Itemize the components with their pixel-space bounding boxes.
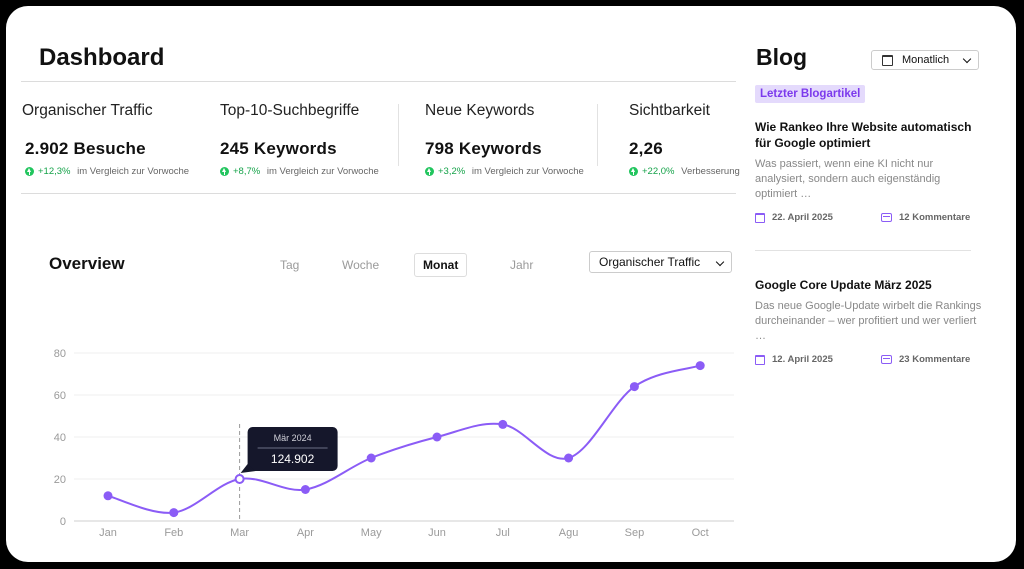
arrow-up-icon [425,167,434,176]
y-tick-label: 0 [60,516,66,528]
post-divider [755,250,971,251]
data-point [103,491,113,501]
x-tick-label: Sep [625,527,645,539]
dashboard-window: Dashboard Organischer Traffic 2.902 Besu… [6,6,1016,562]
arrow-up-icon [220,167,229,176]
post-title[interactable]: Google Core Update März 2025 [755,278,932,292]
data-point [169,508,179,518]
arrow-up-icon [25,167,34,176]
data-point [300,485,310,494]
tab-monat[interactable]: Monat [414,253,468,277]
comment-icon [881,355,892,364]
post-date: 12. April 2025 [755,354,833,365]
kpi-delta: +22,0% Verbesserung [629,166,740,177]
data-point [695,361,705,371]
kpi-value: 245 Keywords [220,139,337,158]
tooltip-pointer [240,464,256,473]
kpi-new-keywords: Neue Keywords 798 Keywords +3,2% im Verg… [425,102,584,177]
data-point [366,453,376,463]
kpi-delta-value: +8,7% [233,166,261,177]
kpi-delta: +8,7% im Vergleich zur Vorwoche [220,166,379,177]
calendar-icon [755,354,765,365]
arrow-up-icon [629,167,638,176]
metric-select-value: Organischer Traffic [599,255,701,269]
kpi-organic-traffic: Organischer Traffic 2.902 Besuche +12,3%… [22,102,189,177]
data-point [498,419,508,429]
tab-woche[interactable]: Woche [342,258,380,272]
tab-tag[interactable]: Tag [280,258,300,272]
kpi-delta-note: Verbesserung [681,166,740,177]
x-tick-label: Jun [428,527,446,539]
chevron-down-icon [962,54,972,64]
latest-post-badge: Letzter Blogartikel [755,85,866,103]
x-tick-label: Jul [496,527,510,539]
post-comments[interactable]: 12 Kommentare [881,212,970,223]
kpi-delta-value: +22,0% [642,166,675,177]
post-excerpt: Das neue Google-Update wirbelt die Ranki… [755,300,982,342]
tooltip-value: 124.902 [271,452,315,466]
kpi-label: Neue Keywords [425,102,535,119]
x-tick-label: Feb [164,527,183,539]
metric-select[interactable]: Organischer Traffic [589,251,732,273]
x-tick-label: Mar [230,527,249,539]
y-tick-label: 80 [54,348,66,360]
post-date-text: 22. April 2025 [772,212,833,223]
overview-title: Overview [49,254,125,273]
post-title[interactable]: Wie Rankeo Ihre Website automatisch für … [755,120,972,150]
x-tick-label: Jan [99,527,117,539]
calendar-icon [755,212,765,223]
calendar-icon [882,54,893,66]
data-point [432,432,442,442]
blog-post[interactable]: Google Core Update März 2025 Das neue Go… [755,277,983,344]
kpi-divider [398,104,399,166]
x-tick-label: Apr [297,527,314,539]
post-date: 22. April 2025 [755,212,833,223]
data-point-active [234,474,245,484]
kpi-label: Sichtbarkeit [629,102,710,119]
kpi-bottom-divider [21,193,736,194]
tooltip-box [247,427,338,471]
series-line [107,364,701,514]
kpi-visibility: Sichtbarkeit 2,26 +22,0% Verbesserung [629,102,740,177]
blog-title: Blog [756,44,808,70]
tooltip-date: Mär 2024 [274,433,312,443]
header-divider [21,81,736,82]
post-comments[interactable]: 23 Kommentare [881,354,970,365]
kpi-delta-note: im Vergleich zur Vorwoche [77,166,190,177]
period-select-value: Monatlich [902,54,950,66]
kpi-divider [597,104,598,166]
page-title: Dashboard [39,44,165,71]
y-tick-label: 40 [54,432,66,444]
kpi-value: 2,26 [629,139,663,158]
kpi-delta-value: +3,2% [438,166,466,177]
comment-icon [881,213,892,222]
post-date-text: 12. April 2025 [772,354,833,365]
x-tick-label: Oct [692,527,709,539]
period-select[interactable]: Monatlich [871,50,979,70]
x-tick-label: May [361,527,382,539]
post-comments-text: 23 Kommentare [899,354,971,365]
kpi-delta: +12,3% im Vergleich zur Vorwoche [25,166,189,177]
kpi-delta-note: im Vergleich zur Vorwoche [266,166,379,177]
data-point [564,453,574,463]
blog-post[interactable]: Wie Rankeo Ihre Website automatisch für … [755,119,983,202]
kpi-label: Top-10-Suchbegriffe [220,102,360,119]
data-point [629,382,639,392]
kpi-value: 798 Keywords [425,139,542,158]
y-tick-label: 20 [54,474,66,486]
kpi-value: 2.902 Besuche [25,139,146,158]
tab-jahr[interactable]: Jahr [510,258,534,272]
traffic-line-chart: 0 20 40 60 80 Jan Feb Mar Apr May Jun Jul Agu Sep Oct M… [54,348,734,539]
kpi-delta-note: im Vergleich zur Vorwoche [471,166,584,177]
kpi-label: Organischer Traffic [22,102,153,119]
post-excerpt: Was passiert, wenn eine KI nicht nur ana… [755,158,941,200]
y-tick-label: 60 [54,390,66,402]
x-tick-label: Agu [559,527,579,539]
post-comments-text: 12 Kommentare [899,212,971,223]
kpi-delta-value: +12,3% [38,166,71,177]
kpi-top10: Top-10-Suchbegriffe 245 Keywords +8,7% i… [220,102,379,177]
kpi-delta: +3,2% im Vergleich zur Vorwoche [425,166,584,177]
